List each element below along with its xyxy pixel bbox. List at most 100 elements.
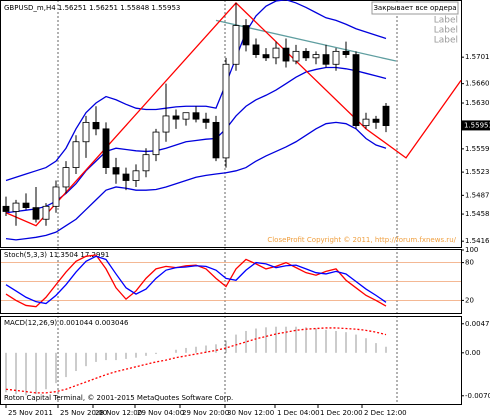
candle-body (92, 121, 100, 130)
histogram-bar (255, 328, 257, 353)
macd-header: MACD(12,26,9) 0.001044 0.003046 (4, 319, 129, 327)
histogram-bar (205, 345, 207, 353)
histogram-bar (225, 340, 227, 353)
histogram-bar (15, 352, 17, 395)
candle-body (232, 25, 240, 65)
watermark: CloseProfit Copyright © 2011, http://for… (267, 236, 456, 244)
histogram-bar (195, 346, 197, 353)
y-tick-label: -0.00708 (465, 392, 490, 400)
y-tick-label: 100 (465, 246, 478, 254)
candle-body (192, 112, 200, 120)
macd-pane (0, 316, 462, 405)
x-tick-label: 29 Nov 04:00 (137, 409, 184, 417)
y-tick-label: 0.004784 (465, 320, 490, 328)
candle-body (12, 202, 20, 212)
close-orders-label[interactable]: Закрывает все ордера (373, 4, 456, 12)
candle-body (332, 50, 340, 65)
histogram-bar (385, 346, 387, 353)
last-price-box (462, 120, 490, 131)
histogram-bar (335, 330, 337, 353)
line-series (5, 0, 387, 182)
stoch-header: Stoch(5,3,3) 11.3504 17.2991 (4, 251, 109, 259)
candle-body (82, 121, 90, 143)
candle-body (182, 112, 190, 120)
histogram-bar (125, 352, 127, 359)
x-tick-label: 2 Dec 12:00 (364, 409, 407, 417)
histogram-bar (325, 329, 327, 353)
histogram-bar (35, 352, 37, 395)
histogram-bar (175, 349, 177, 353)
candle-body (212, 121, 220, 159)
histogram-bar (345, 332, 347, 353)
histogram-bar (265, 327, 267, 353)
candle-body (322, 54, 330, 65)
histogram-bar (155, 352, 157, 355)
histogram-bar (285, 326, 287, 353)
line-series (5, 327, 387, 394)
label: Label (434, 26, 458, 36)
candle-body (382, 105, 390, 127)
candle-body (122, 173, 130, 181)
candle-body (272, 47, 280, 59)
histogram-bar (235, 334, 237, 353)
histogram-bar (135, 352, 137, 358)
candle-body (62, 167, 70, 188)
histogram-bar (25, 352, 27, 396)
candle-body (282, 47, 290, 62)
candle-body (372, 118, 380, 123)
histogram-bar (305, 327, 307, 353)
y-tick-label: 0.00 (465, 349, 481, 357)
candle-body (252, 44, 260, 55)
histogram-bar (245, 330, 247, 353)
y-tick-label: 1.56300 (465, 99, 490, 107)
histogram-bar (45, 352, 47, 390)
candle-body (52, 186, 60, 207)
candle-body (22, 202, 30, 209)
candle-body (132, 170, 140, 181)
y-tick-label: 1.55590 (465, 145, 490, 153)
candle-body (112, 167, 120, 175)
line-series (5, 2, 462, 227)
x-tick-label: 30 Nov 12:00 (227, 409, 274, 417)
histogram-bar (365, 338, 367, 353)
label: Label (434, 16, 458, 26)
y-tick-label: 1.55230 (465, 168, 490, 176)
stoch-pane (0, 249, 462, 314)
candle-body (202, 118, 210, 123)
close-orders-button[interactable] (371, 1, 459, 15)
last-price-label: 1.55953 (464, 121, 490, 129)
symbol-header: GBPUSD_m,H4 1.56251 1.56251 1.55848 1.55… (4, 4, 180, 12)
candle-body (172, 115, 180, 120)
candle-body (312, 54, 320, 59)
histogram-bar (215, 344, 217, 353)
y-tick-label: 20 (465, 296, 474, 304)
y-tick-label: 80 (465, 259, 474, 267)
histogram-bar (95, 352, 97, 362)
candle-body (242, 25, 250, 46)
candle-body (2, 205, 10, 212)
histogram-bar (355, 334, 357, 353)
y-tick-label: 1.54870 (465, 191, 490, 199)
candle-body (42, 205, 50, 220)
x-tick-label: 29 Nov 20:00 (182, 409, 229, 417)
candle-body (342, 50, 350, 55)
candle-body (162, 115, 170, 133)
candle-body (262, 54, 270, 59)
line-series (5, 255, 387, 305)
histogram-bar (75, 352, 77, 372)
candle-body (32, 207, 40, 220)
candle-body (142, 154, 150, 172)
x-tick-label: 28 Nov 12:00 (95, 409, 142, 417)
pane-frames (0, 0, 462, 405)
histogram-bar (65, 352, 67, 378)
histogram-bar (275, 326, 277, 353)
y-tick-label: 1.56600 (465, 80, 490, 88)
label: Label (434, 36, 458, 46)
candle-body (102, 128, 110, 168)
x-tick-label: 1 Dec 20:00 (320, 409, 363, 417)
y-tick-label: 1.54580 (465, 210, 490, 218)
candle-body (362, 118, 370, 127)
histogram-bar (5, 352, 7, 393)
candle-body (302, 50, 310, 59)
